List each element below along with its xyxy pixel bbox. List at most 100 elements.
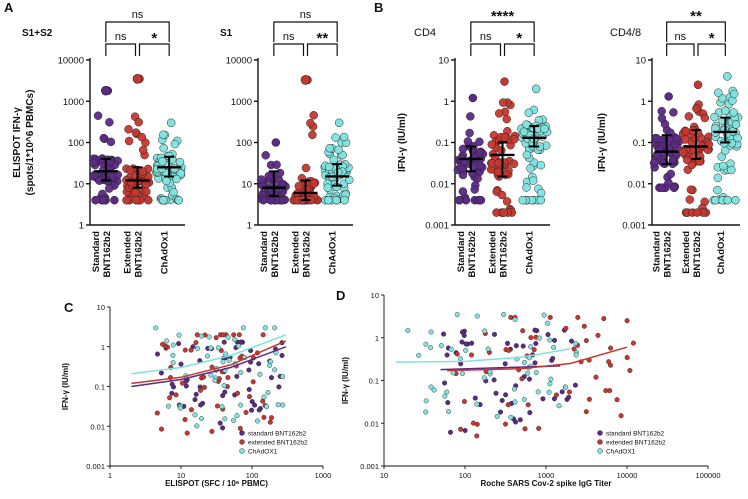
data-point [221,383,227,389]
fit-curve [131,334,287,375]
data-point [276,384,282,390]
data-point [652,133,661,143]
data-point [512,317,518,323]
y-tick-label: 1 [641,97,646,108]
legend-label: ChAdOX1 [248,448,278,455]
data-point [137,132,147,142]
panel-subtitle: CD4 [414,27,436,39]
data-point [521,360,527,366]
data-point [502,361,508,367]
data-point [438,343,444,349]
data-point [170,139,180,149]
data-point [309,179,319,188]
data-point [531,347,537,353]
data-point [476,161,485,171]
y-tick-label: 1 [247,221,252,232]
data-point [500,133,510,142]
data-point [499,398,505,404]
legend-marker [597,430,603,436]
data-point [334,118,344,128]
panel-subtitle: CD4/8 [610,27,641,39]
x-axis-label: Roche SARS Cov-2 spike IgG Titer [481,479,612,488]
y-axis-label: IFN-γ (IU/ml) [597,113,608,172]
data-point [209,428,215,434]
data-point [261,394,267,400]
panel-subtitle: S1 [220,28,233,39]
data-point [246,387,252,393]
data-point [553,392,559,398]
data-point [222,389,228,395]
significance-label: **** [491,8,515,25]
data-point [522,183,531,192]
data-point [193,340,199,346]
data-point [444,352,450,358]
data-point [444,389,450,395]
data-point [563,384,569,390]
data-point [220,425,226,431]
data-point [572,382,578,388]
significance-label: ns [675,31,687,43]
category-label: BNT162b2 [499,231,510,277]
data-point [525,402,531,408]
data-point [182,347,188,353]
y-tick-label: 10 [73,179,84,190]
data-point [556,403,562,409]
category-label: Extended [488,231,499,274]
data-point [169,390,175,396]
significance-bracket [697,43,726,56]
data-point [540,396,546,402]
data-point [608,345,614,351]
significance-label: ns [283,31,295,43]
data-point [719,161,728,171]
data-point [729,89,739,99]
legend-marker [597,448,603,454]
data-point [240,325,246,331]
data-point [501,312,507,318]
data-point [165,403,171,409]
data-point [198,333,204,339]
data-point [522,426,528,432]
data-point [540,124,549,134]
data-point [519,376,525,382]
data-point [459,339,465,345]
y-tick-label: 10 [371,291,379,300]
data-point [601,316,607,322]
y-tick-label: 1 [101,343,105,352]
data-point [500,77,509,86]
data-point [533,341,539,347]
data-point [194,423,200,429]
data-point [201,384,207,390]
data-point [93,111,103,120]
data-point [271,138,281,147]
panel-letter-a: A [4,0,14,15]
data-point [547,337,553,343]
data-point [502,197,512,206]
data-point [256,407,262,413]
data-point [254,418,260,424]
significance-bracket [666,43,695,56]
data-point [528,335,534,341]
data-point [236,343,242,349]
data-point [541,312,547,318]
data-point [502,114,511,124]
data-point [234,390,240,396]
data-point [122,195,131,205]
data-point [723,195,732,205]
y-axis-label: IFN-γ (IU/ml) [61,363,70,410]
data-point [522,120,531,129]
x-tick-label: 100000 [695,471,720,480]
data-point [649,158,659,168]
data-point [505,340,511,346]
data-point [506,347,512,353]
data-point [458,426,464,432]
data-point [547,381,553,387]
significance-label: * [516,30,522,47]
data-point [571,346,577,352]
data-point [272,160,281,170]
data-point [559,389,565,395]
fit-curve [446,346,628,372]
data-point [545,332,551,338]
legend-marker [239,439,245,445]
y-tick-label: 1000 [63,97,84,108]
